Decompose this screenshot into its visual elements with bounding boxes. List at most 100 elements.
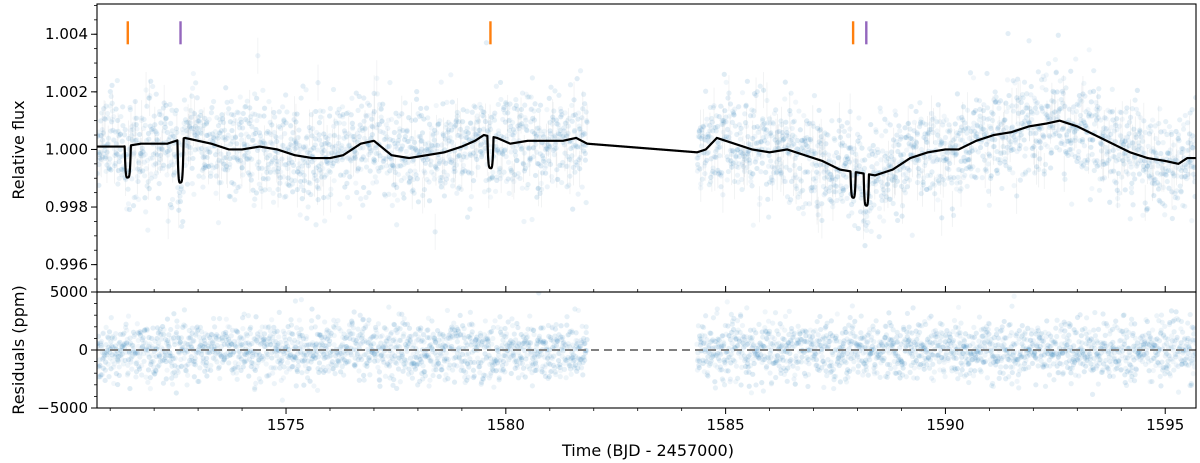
flux-point [232,134,239,141]
flux-point [847,108,853,115]
flux-point [567,82,574,88]
flux-point [105,141,111,147]
flux-point [1153,135,1159,142]
flux-point [447,156,454,162]
flux-point [370,180,376,186]
flux-point [442,180,448,186]
residual-point [125,313,132,319]
residual-point [463,369,469,375]
flux-point [949,206,955,212]
flux-point [1032,105,1039,111]
flux-point [109,119,115,125]
flux-point [146,136,152,142]
flux-point [242,104,248,110]
flux-point [178,186,184,192]
flux-point [281,117,287,123]
flux-point [296,143,303,149]
flux-point [508,167,514,173]
flux-point [825,152,832,158]
flux-point [404,127,410,133]
flux-point [876,205,883,212]
residual-point [247,331,254,337]
flux-point [1054,89,1060,95]
flux-point [346,131,352,137]
flux-point [201,165,207,171]
flux-point [267,169,274,175]
flux-point [357,122,363,128]
flux-point [270,157,276,163]
flux-point [235,155,241,161]
flux-point [899,213,905,219]
flux-point [293,119,299,125]
residual-point [216,364,222,370]
flux-point [324,158,330,165]
flux-point [782,96,788,102]
flux-point [281,194,288,200]
flux-point [390,163,396,169]
residual-point [295,363,301,369]
flux-point [162,120,168,127]
flux-point [363,113,369,119]
flux-point [382,130,388,136]
flux-point [227,194,234,200]
flux-point [366,102,373,108]
flux-point [142,195,148,201]
flux-point [349,120,355,126]
flux-point [154,137,160,143]
residual-point [311,383,317,389]
flux-point [204,132,210,138]
residual-point [123,321,129,327]
flux-point [361,184,367,191]
flux-point [368,149,374,155]
flux-point [142,122,148,128]
flux-point [209,131,216,137]
flux-point [851,198,857,204]
flux-point [351,137,357,143]
flux-point [532,101,538,107]
flux-point [458,134,464,140]
residual-point [401,331,407,337]
flux-point [354,168,360,174]
residual-point [174,324,180,330]
flux-point [765,196,771,202]
flux-point [942,134,949,141]
flux-point [117,146,123,153]
flux-point [202,154,208,160]
flux-point [361,118,367,124]
flux-point [168,159,174,165]
flux-point [459,171,465,177]
residual-point [160,331,167,338]
flux-point [149,129,155,135]
flux-point [1126,119,1133,125]
flux-point [327,105,333,112]
flux-point [989,117,996,124]
flux-point [112,160,118,167]
flux-point [486,123,492,130]
flux-point [346,142,352,148]
flux-point [507,166,514,172]
residual-point [454,363,460,369]
flux-point [1017,177,1023,183]
flux-data-points [97,30,1196,250]
flux-point [452,168,458,174]
residual-point [290,363,296,370]
flux-point [210,98,217,105]
flux-point [1175,195,1181,201]
flux-point [182,117,189,123]
flux-point [806,201,812,207]
flux-point [250,111,256,117]
flux-point [815,171,822,177]
flux-point [412,168,418,174]
flux-point [843,164,850,170]
flux-point [318,174,325,180]
flux-point [298,146,304,152]
flux-point [191,129,197,136]
flux-point [168,120,174,126]
flux-point [208,110,215,116]
flux-point [303,87,309,93]
flux-point [521,218,527,225]
flux-point [312,172,318,178]
flux-point [389,202,395,209]
flux-point [421,116,427,122]
flux-point [103,103,109,109]
